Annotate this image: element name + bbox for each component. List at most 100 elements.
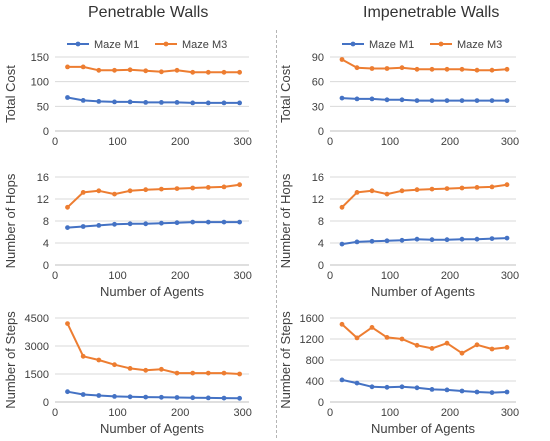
pen-steps-series-0-point <box>237 395 243 401</box>
pen-hops-series-0-point <box>237 219 243 225</box>
pen-cost-series-1-line <box>67 65 240 74</box>
imp-cost-series-1-point <box>504 66 510 72</box>
imp-steps-series-0-point <box>504 389 510 395</box>
pen-hops-series-0-point <box>96 223 102 228</box>
imp-hops-ytick-label: 0 <box>318 260 324 272</box>
pen-hops-series-0-point <box>190 219 196 225</box>
pen-hops-series-0-point <box>127 221 133 227</box>
pen-hops-ytick-label: 16 <box>37 172 49 184</box>
imp-hops-xtick-label: 300 <box>501 270 519 282</box>
imp-cost-series-0-point <box>474 98 480 103</box>
pen-hops-series-1-point <box>80 190 86 195</box>
pen-cost-series-0-point <box>174 100 180 105</box>
column-title-penetrable: Penetrable Walls <box>88 4 209 21</box>
imp-steps-ytick-label: 800 <box>306 355 324 367</box>
pen-hops-x-axis-label: Number of Agents <box>100 284 205 299</box>
pen-steps-ytick-label: 0 <box>43 397 49 409</box>
pen-steps-series-1-point <box>237 371 243 377</box>
imp-steps-xtick-label: 300 <box>501 407 519 419</box>
pen-steps-series-0-point <box>112 394 117 399</box>
pen-steps-series-1-point <box>127 366 133 371</box>
pen-cost-series-1-point <box>96 67 102 73</box>
pen-hops-series-1-point <box>112 191 117 197</box>
imp-steps-ytick-label: 1200 <box>300 334 324 346</box>
imp-cost-xtick-label: 100 <box>381 136 399 148</box>
pen-hops-series-1-point <box>65 204 70 210</box>
pen-hops-series-1-point <box>143 187 149 193</box>
imp-steps-ytick-label: 1600 <box>300 313 324 325</box>
imp-hops-series-0-point <box>339 241 345 247</box>
pen-cost-ytick-label: 150 <box>31 52 49 64</box>
pen-cost-series-0-point <box>65 95 70 100</box>
pen-steps-series-0-point <box>65 389 70 395</box>
pen-cost-xtick-label: 100 <box>108 136 126 148</box>
imp-cost-xtick-label: 300 <box>501 136 519 148</box>
pen-cost-ytick-label: 50 <box>37 101 49 113</box>
imp-cost-ytick-label: 0 <box>318 126 324 138</box>
imp-cost-series-1-point <box>384 66 390 71</box>
imp-cost-legend-label: Maze M1 <box>369 39 414 51</box>
imp-cost-series-0-point <box>489 98 495 103</box>
imp-hops-series-1-point <box>489 184 495 190</box>
imp-hops-series-1-point <box>444 186 450 192</box>
pen-hops-series-1-point <box>205 185 211 190</box>
imp-hops-series-1-line <box>341 183 508 209</box>
pen-cost-series-0-point <box>80 98 86 103</box>
pen-cost-series-0-point <box>159 100 164 105</box>
imp-cost-series-0-line <box>341 97 507 102</box>
imp-hops-xtick-label: 0 <box>327 270 333 282</box>
pen-hops-series-0-line <box>67 221 240 229</box>
pen-hops-series-1-point <box>237 182 243 188</box>
imp-steps-xtick-label: 100 <box>381 407 399 419</box>
pen-steps-xtick-label: 200 <box>171 407 189 419</box>
imp-hops-series-0-point <box>459 236 465 242</box>
imp-steps-series-1-point <box>384 335 390 340</box>
imp-cost-series-0-point <box>369 96 375 102</box>
pen-cost-legend-swatch-marker <box>75 41 81 47</box>
imp-steps-series-0-point <box>414 385 420 391</box>
imp-hops-series-1-point <box>369 188 375 194</box>
imp-hops-series-1-point <box>429 186 435 192</box>
imp-cost-ytick-label: 90 <box>312 52 324 64</box>
pen-cost-series-0-point <box>190 100 196 106</box>
pen-cost-ytick-label: 100 <box>31 77 49 89</box>
imp-steps-series-0-point <box>459 388 465 394</box>
pen-hops-xtick-label: 200 <box>171 270 189 282</box>
pen-cost-series-1-point <box>127 67 133 73</box>
pen-steps-series-1-point <box>143 367 149 373</box>
pen-cost-series-0-point <box>143 100 149 105</box>
imp-steps-series-0-point <box>399 384 405 390</box>
pen-cost-y-axis-label: Total Cost <box>3 65 18 123</box>
imp-hops-ytick-label: 8 <box>318 216 324 228</box>
pen-steps-x-axis-label: Number of Agents <box>100 421 205 436</box>
pen-cost-series-1-point <box>143 68 149 74</box>
pen-steps-series-1-point <box>112 362 117 368</box>
pen-hops-series-0-point <box>65 225 70 231</box>
pen-steps-series-1-point <box>159 366 164 372</box>
imp-steps-series-0-point <box>429 387 435 392</box>
pen-cost-series-0-point <box>237 100 243 106</box>
imp-hops-ytick-label: 16 <box>312 172 324 184</box>
imp-hops-series-1-point <box>399 188 405 194</box>
pen-steps-series-0-line <box>67 390 240 400</box>
pen-steps-series-1-point <box>205 370 211 376</box>
pen-hops-series-1-point <box>127 188 133 194</box>
pen-cost-xtick-label: 200 <box>171 136 189 148</box>
pen-cost-series-1-point <box>174 67 180 73</box>
pen-hops-series-1-point <box>159 186 164 192</box>
pen-hops-ytick-label: 12 <box>37 194 49 206</box>
imp-cost-legend-label: Maze M3 <box>457 39 502 51</box>
pen-hops-series-1-point <box>221 184 227 190</box>
imp-cost-legend-swatch-marker <box>350 41 356 47</box>
imp-cost-series-1-point <box>489 67 495 73</box>
imp-steps-xtick-label: 0 <box>327 407 333 419</box>
column-title-impenetrable: Impenetrable Walls <box>363 4 500 21</box>
pen-cost-series-0-point <box>221 100 227 106</box>
imp-steps-ytick-label: 400 <box>306 376 324 388</box>
pen-steps-series-1-point <box>174 370 180 376</box>
pen-steps-series-0-point <box>143 394 149 400</box>
pen-hops-series-1-point <box>190 185 196 191</box>
imp-hops-series-0-point <box>369 238 375 244</box>
imp-hops-series-0-line <box>341 237 508 246</box>
pen-steps-xtick-label: 300 <box>234 407 252 419</box>
